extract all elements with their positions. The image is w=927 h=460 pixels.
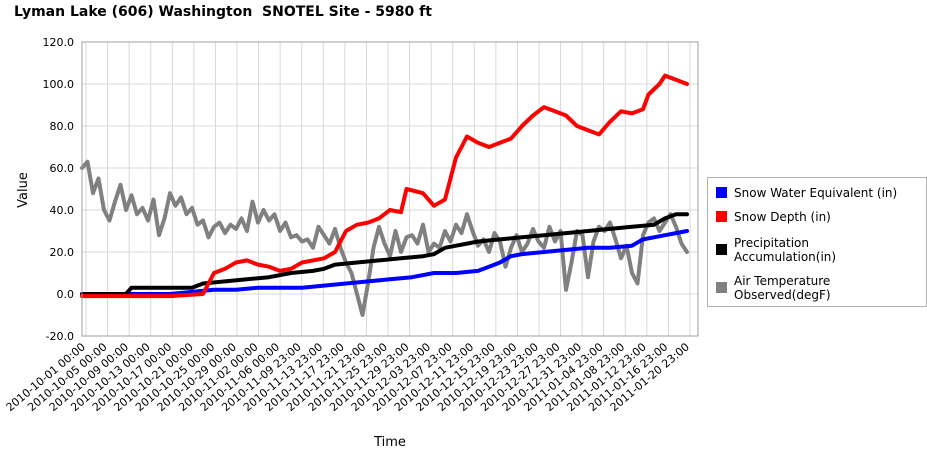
series-line-3: [80, 159, 689, 317]
series-line-1: [80, 73, 689, 299]
legend-label-air-temp: Air Temperature Observed(degF): [734, 274, 831, 302]
legend-swatch-air-temp: [716, 282, 727, 293]
y-tick-label: 80.0: [50, 120, 75, 133]
y-axis-ticks: 120.0 100.0 80.0 60.0 40.0 20.0 0.0 -20.0: [43, 36, 75, 343]
series-layer: [80, 73, 689, 317]
legend-swatch-swe: [716, 187, 727, 198]
plot-area-frame: [81, 41, 699, 337]
series-line-0: [80, 229, 689, 296]
chart-title: Lyman Lake (606) Washington SNOTEL Site …: [14, 4, 432, 20]
y-tick-label: -20.0: [46, 330, 74, 343]
y-tick-label: 100.0: [43, 78, 75, 91]
y-tick-label: 0.0: [57, 288, 75, 301]
legend-swatch-precip: [716, 244, 727, 255]
legend-label-swe: Snow Water Equivalent (in): [734, 186, 898, 200]
legend-label-snow-depth: Snow Depth (in): [734, 210, 831, 224]
y-tick-label: 40.0: [50, 204, 75, 217]
y-tick-label: 20.0: [50, 246, 75, 259]
legend-label-precip: Precipitation Accumulation(in): [734, 236, 837, 264]
chart-legend: Snow Water Equivalent (in) Snow Depth (i…: [707, 177, 927, 307]
y-axis-label: Value: [16, 172, 31, 208]
y-tick-label: 60.0: [50, 162, 75, 175]
legend-swatch-snow-depth: [716, 211, 727, 222]
x-axis-label: Time: [373, 435, 406, 450]
y-tick-label: 120.0: [43, 36, 75, 49]
